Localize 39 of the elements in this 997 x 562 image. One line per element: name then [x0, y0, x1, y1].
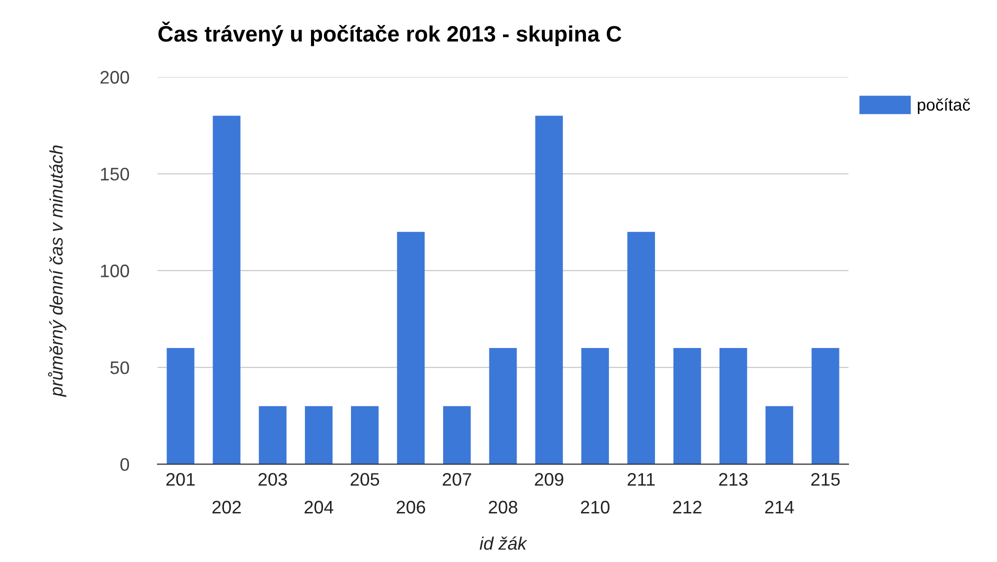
x-tick-label: 204: [304, 500, 334, 514]
bar: [489, 348, 517, 464]
bar: [535, 116, 563, 464]
x-tick-label: 207: [442, 473, 472, 486]
bar: [581, 348, 609, 464]
x-tick-label: 211: [628, 473, 655, 486]
x-tick-label: 203: [258, 473, 287, 486]
bar: [212, 116, 240, 464]
x-tick-label: 213: [719, 473, 748, 486]
legend-label: počítač: [918, 98, 970, 114]
x-tick-label: 212: [673, 500, 702, 514]
y-tick-label: 100: [101, 264, 130, 278]
bar: [304, 406, 333, 464]
x-tick-label: 202: [212, 500, 241, 514]
bar: [627, 232, 655, 464]
x-tick-label: 215: [811, 473, 840, 486]
x-axis-title: id žák: [480, 536, 528, 550]
x-tick-label: 205: [350, 473, 380, 486]
x-tick-label: 201: [166, 473, 195, 486]
x-tick-label: 210: [580, 500, 610, 514]
bar: [166, 348, 194, 464]
bar: [719, 348, 748, 464]
y-axis-title: průměrný denní čas v minutách: [48, 145, 66, 397]
bar: [766, 406, 794, 464]
bar: [350, 406, 379, 464]
y-tick-label: 200: [100, 70, 130, 84]
y-tick-label: 50: [110, 361, 130, 374]
bar: [443, 406, 471, 464]
bar: [397, 232, 425, 464]
x-tick-label: 214: [765, 500, 794, 514]
y-tick-label: 150: [101, 168, 130, 181]
x-tick-label: 208: [488, 500, 518, 514]
bar: [673, 348, 702, 464]
y-tick-label: 0: [120, 458, 130, 471]
bar: [258, 406, 286, 464]
x-tick-label: 209: [534, 473, 564, 486]
chart-title: Čas trávený u počítače rok 2013 - skupina C: [158, 22, 622, 46]
bar: [812, 348, 840, 464]
x-tick-label: 206: [396, 500, 426, 514]
